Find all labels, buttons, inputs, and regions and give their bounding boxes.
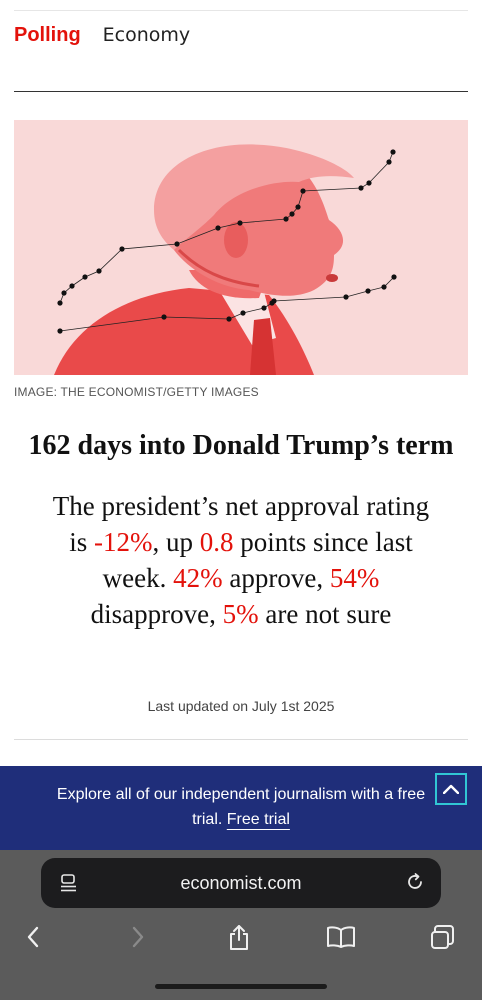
summary-text: disapprove, (90, 599, 223, 629)
summary-text: The president’s net approval rating is (52, 491, 430, 557)
last-updated: Last updated on July 1st 2025 (147, 698, 335, 714)
forward-button[interactable] (123, 922, 153, 952)
disapprove-value: 54% (329, 563, 380, 593)
approve-value: 42% (173, 563, 223, 593)
summary-text: approve, (222, 563, 330, 593)
net-approval-value: -12% (94, 527, 153, 557)
free-trial-link[interactable]: Free trial (226, 811, 290, 828)
image-credit: IMAGE: THE ECONOMIST/GETTY IMAGES (14, 385, 259, 399)
weekly-change-value: 0.8 (199, 527, 234, 557)
back-button[interactable] (18, 922, 48, 952)
share-icon (230, 925, 248, 950)
chevron-right-icon (132, 926, 144, 948)
hero-image (14, 120, 468, 375)
approval-summary: The president’s net approval rating is -… (50, 488, 432, 632)
top-divider (14, 10, 468, 11)
browser-toolbar: economist.com (0, 850, 482, 1000)
article-headline: 162 days into Donald Trump’s term (28, 430, 454, 461)
tabs-divider (14, 91, 468, 92)
banner-text: Explore all of our independent journalis… (56, 786, 426, 828)
summary-text: points since last week. (102, 527, 413, 593)
address-bar[interactable]: economist.com (41, 858, 441, 908)
page-menu-icon[interactable] (59, 874, 79, 897)
content-divider (14, 739, 468, 740)
not-sure-value: 5% (222, 599, 259, 629)
book-icon (327, 926, 355, 948)
chevron-left-icon (27, 926, 39, 948)
summary-text: are not sure (258, 599, 392, 629)
free-trial-banner: Explore all of our independent journalis… (0, 766, 482, 850)
share-button[interactable] (224, 922, 254, 952)
summary-text: , up (152, 527, 200, 557)
tab-economy[interactable]: Economy (102, 24, 191, 46)
reload-icon[interactable] (405, 872, 425, 897)
bookmarks-button[interactable] (326, 922, 356, 952)
collapse-banner-button[interactable] (435, 773, 467, 805)
tab-polling[interactable]: Polling (14, 24, 81, 46)
home-indicator (155, 984, 327, 989)
tabs-icon (431, 925, 454, 949)
tabs-button[interactable] (428, 922, 458, 952)
trump-profile-illustration (54, 144, 397, 375)
chevron-up-icon (443, 784, 459, 794)
section-tabs: Polling Economy (14, 20, 190, 50)
url-text: economist.com (180, 873, 302, 893)
banner-message: Explore all of our independent journalis… (40, 782, 442, 832)
